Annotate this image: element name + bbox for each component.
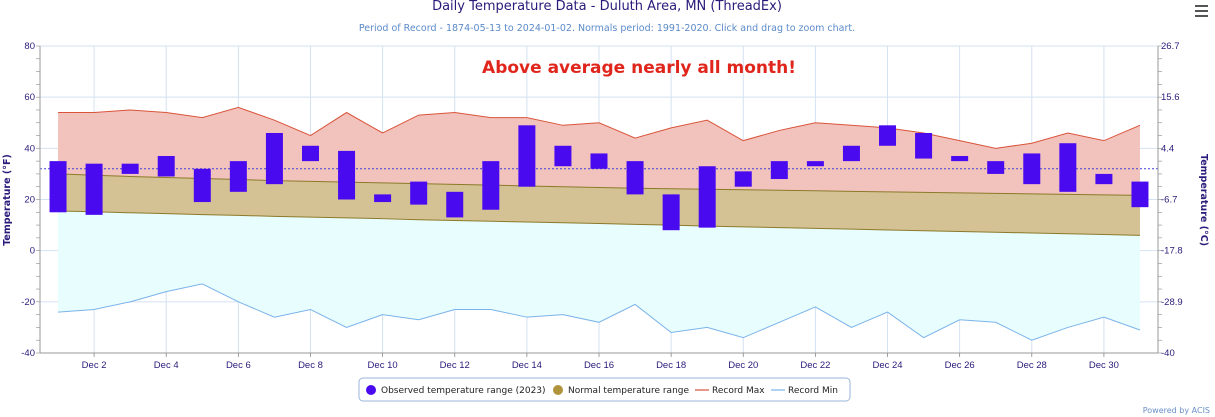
y-tick-label-left: 80 [24, 41, 35, 52]
observed-bar [193, 168, 211, 203]
observed-bar [301, 145, 319, 162]
chart-menu-button[interactable] [1193, 2, 1211, 20]
chart-subtitle: Period of Record - 1874-05-13 to 2024-01… [359, 23, 855, 34]
record-min-line [57, 283, 1141, 341]
y-tick-label-left: 40 [24, 143, 35, 154]
x-tick-label: Dec 6 [226, 360, 251, 371]
observed-bar [770, 161, 788, 180]
x-tick-label: Dec 24 [872, 360, 902, 371]
observed-bar [265, 132, 283, 185]
observed-bar [410, 181, 428, 205]
observed-bar [554, 145, 572, 167]
observed-bar [951, 156, 969, 162]
observed-bar [662, 194, 680, 231]
observed-bar [734, 171, 752, 187]
observed-bar [446, 191, 464, 218]
x-tick-label: Dec 26 [945, 360, 975, 371]
chart-annotation: Above average nearly all month! [482, 58, 796, 78]
x-tick-label: Dec 2 [82, 360, 107, 371]
observed-bar [482, 161, 500, 210]
y-tick-label-right: -17.8 [1161, 246, 1183, 257]
legend-marker [553, 385, 563, 395]
x-tick-label: Dec 18 [656, 360, 686, 371]
y-tick-label-right: -40 [1161, 348, 1175, 359]
chart-legend: Observed temperature range (2023) Normal … [358, 377, 851, 402]
y-tick-label-right: -6.7 [1161, 195, 1177, 206]
legend-item-label: Normal temperature range [568, 386, 689, 396]
observed-bar [987, 161, 1005, 174]
chart-title: Daily Temperature Data - Duluth Area, MN… [432, 0, 782, 14]
y-tick-label-right: 26.7 [1161, 41, 1180, 52]
credit-text: Powered by ACIS [1143, 406, 1210, 415]
observed-bar [518, 125, 536, 187]
observed-bar [879, 125, 897, 146]
observed-bar [1023, 153, 1041, 185]
y-tick-label-left: 0 [30, 246, 35, 257]
legend-marker [366, 385, 376, 395]
x-tick-label: Dec 16 [584, 360, 614, 371]
y-tick-label-right: -28.9 [1161, 297, 1183, 308]
hamburger-icon [1195, 5, 1208, 17]
observed-bar [49, 161, 67, 213]
x-tick-label: Dec 28 [1017, 360, 1047, 371]
observed-bar [626, 161, 644, 195]
y-axis-title-right: Temperature (°C) [1198, 154, 1209, 246]
y-tick-label-left: 60 [24, 92, 35, 103]
record-min-area [58, 211, 1140, 341]
observed-bar [698, 166, 716, 228]
y-tick-label-right: 15.6 [1161, 92, 1180, 103]
x-tick-label: Dec 12 [440, 360, 470, 371]
x-tick-label: Dec 10 [368, 360, 398, 371]
legend-item-label: Record Max [712, 386, 765, 396]
x-tick-label: Dec 20 [728, 360, 758, 371]
plot-area: -40 -20 0 20 40 60 80 -40 -28.9 -17.8 -6.7 4.4 15.6 2… [21, 41, 1182, 371]
legend-item-label: Record Min [788, 386, 838, 396]
x-tick-label: Dec 14 [512, 360, 542, 371]
observed-bar [915, 132, 933, 159]
observed-bar [842, 145, 860, 162]
legend-box [358, 377, 851, 402]
observed-bar [1131, 181, 1149, 208]
x-tick-label: Dec 8 [298, 360, 323, 371]
x-tick-label: Dec 22 [800, 360, 830, 371]
observed-bar [121, 163, 139, 174]
record-max-area [58, 107, 1140, 196]
normal-min-line [58, 210, 1140, 236]
legend-item-label: Observed temperature range (2023) [381, 386, 546, 396]
observed-bar [157, 156, 175, 177]
observed-bar [85, 163, 103, 215]
observed-bar [1059, 143, 1077, 192]
x-tick-label: Dec 30 [1089, 360, 1119, 371]
observed-bar [338, 150, 356, 200]
y-tick-label-left: -40 [21, 348, 35, 359]
y-tick-label-left: -20 [21, 297, 35, 308]
y-axis-title-left: Temperature (°F) [2, 154, 13, 246]
x-tick-label: Dec 4 [154, 360, 179, 371]
y-tick-label-left: 20 [24, 195, 35, 206]
observed-bar [590, 153, 608, 169]
observed-bar [229, 161, 247, 192]
observed-bar [1095, 173, 1113, 185]
observed-bar [806, 161, 824, 167]
normal-range-area [58, 173, 1140, 236]
y-tick-label-right: 4.4 [1161, 143, 1174, 154]
record-max-line [58, 106, 1141, 149]
observed-bar [374, 194, 392, 203]
